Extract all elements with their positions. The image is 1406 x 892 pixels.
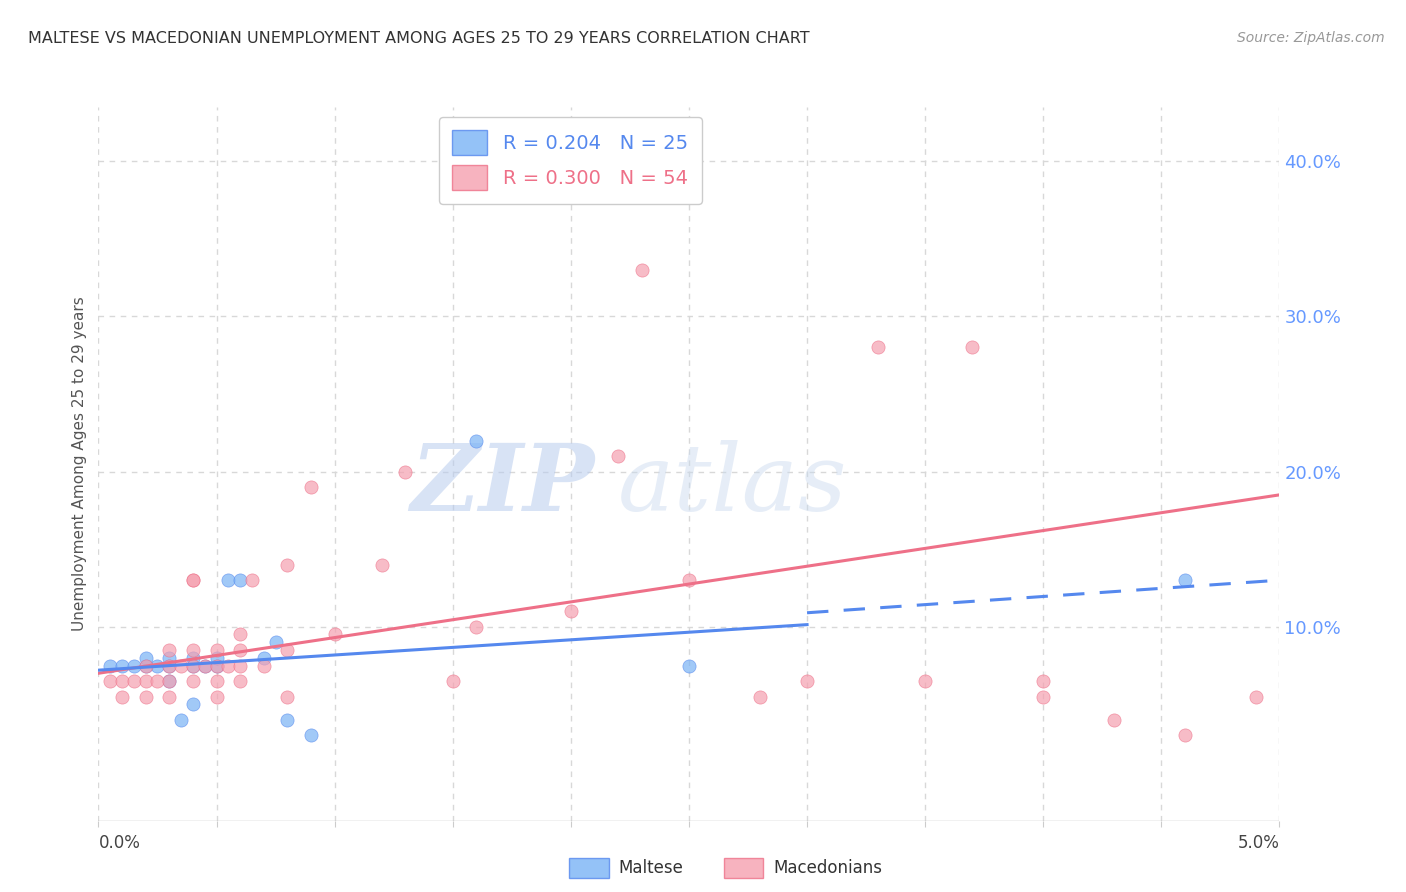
Point xyxy=(205,650,228,665)
Point xyxy=(217,573,239,587)
Point xyxy=(748,690,770,704)
Point xyxy=(194,658,217,673)
Point xyxy=(276,690,298,704)
Point xyxy=(170,713,193,727)
Point xyxy=(1102,713,1125,727)
Y-axis label: Unemployment Among Ages 25 to 29 years: Unemployment Among Ages 25 to 29 years xyxy=(72,296,87,632)
Point xyxy=(512,186,534,200)
Point xyxy=(914,673,936,688)
Point xyxy=(240,573,263,587)
Point xyxy=(1032,673,1054,688)
Point xyxy=(465,434,488,448)
Point xyxy=(157,643,180,657)
Point xyxy=(678,658,700,673)
Point xyxy=(157,658,180,673)
Text: ZIP: ZIP xyxy=(411,441,595,530)
Point xyxy=(181,658,204,673)
Point xyxy=(630,263,652,277)
Point xyxy=(170,658,193,673)
Point xyxy=(1174,573,1197,587)
Point xyxy=(122,658,145,673)
Point xyxy=(122,673,145,688)
Point xyxy=(229,573,252,587)
Text: Maltese: Maltese xyxy=(619,859,683,877)
Point xyxy=(229,673,252,688)
Text: 0.0%: 0.0% xyxy=(98,834,141,852)
Point xyxy=(181,643,204,657)
Point xyxy=(371,558,394,572)
Text: 5.0%: 5.0% xyxy=(1237,834,1279,852)
Point xyxy=(98,658,121,673)
Text: Macedonians: Macedonians xyxy=(773,859,883,877)
Point xyxy=(135,673,157,688)
Point xyxy=(146,658,169,673)
Point xyxy=(678,573,700,587)
Text: Source: ZipAtlas.com: Source: ZipAtlas.com xyxy=(1237,31,1385,45)
Point xyxy=(157,690,180,704)
Point xyxy=(135,658,157,673)
Point xyxy=(441,673,464,688)
Point xyxy=(157,650,180,665)
Point xyxy=(205,658,228,673)
Legend: R = 0.204   N = 25, R = 0.300   N = 54: R = 0.204 N = 25, R = 0.300 N = 54 xyxy=(439,117,702,203)
Point xyxy=(607,449,630,463)
Point xyxy=(181,650,204,665)
Point xyxy=(205,690,228,704)
Point xyxy=(229,627,252,641)
Point xyxy=(157,673,180,688)
Point xyxy=(796,673,818,688)
Point xyxy=(229,658,252,673)
Text: MALTESE VS MACEDONIAN UNEMPLOYMENT AMONG AGES 25 TO 29 YEARS CORRELATION CHART: MALTESE VS MACEDONIAN UNEMPLOYMENT AMONG… xyxy=(28,31,810,46)
Point xyxy=(181,573,204,587)
Point xyxy=(394,465,416,479)
Point xyxy=(157,658,180,673)
Point xyxy=(276,713,298,727)
Point xyxy=(264,635,287,649)
Point xyxy=(962,341,984,355)
Point xyxy=(205,643,228,657)
Point xyxy=(111,658,134,673)
Point xyxy=(1244,690,1267,704)
Point xyxy=(205,673,228,688)
Point xyxy=(181,658,204,673)
Point xyxy=(135,658,157,673)
Point xyxy=(229,643,252,657)
Point xyxy=(111,673,134,688)
Point xyxy=(194,658,217,673)
Point xyxy=(181,673,204,688)
Point xyxy=(299,480,322,494)
Point xyxy=(111,690,134,704)
Point xyxy=(181,698,204,712)
Point xyxy=(276,558,298,572)
Point xyxy=(1174,728,1197,742)
Point xyxy=(465,620,488,634)
Point xyxy=(253,650,276,665)
Point xyxy=(253,658,276,673)
Point xyxy=(205,658,228,673)
Point xyxy=(157,673,180,688)
Point xyxy=(276,643,298,657)
Point xyxy=(135,690,157,704)
Point xyxy=(323,627,346,641)
Point xyxy=(98,673,121,688)
Point xyxy=(146,673,169,688)
Point xyxy=(181,573,204,587)
Text: atlas: atlas xyxy=(619,441,848,530)
Point xyxy=(135,650,157,665)
Point xyxy=(299,728,322,742)
Point xyxy=(1032,690,1054,704)
Point xyxy=(866,341,889,355)
Point xyxy=(560,604,582,618)
Point xyxy=(217,658,239,673)
